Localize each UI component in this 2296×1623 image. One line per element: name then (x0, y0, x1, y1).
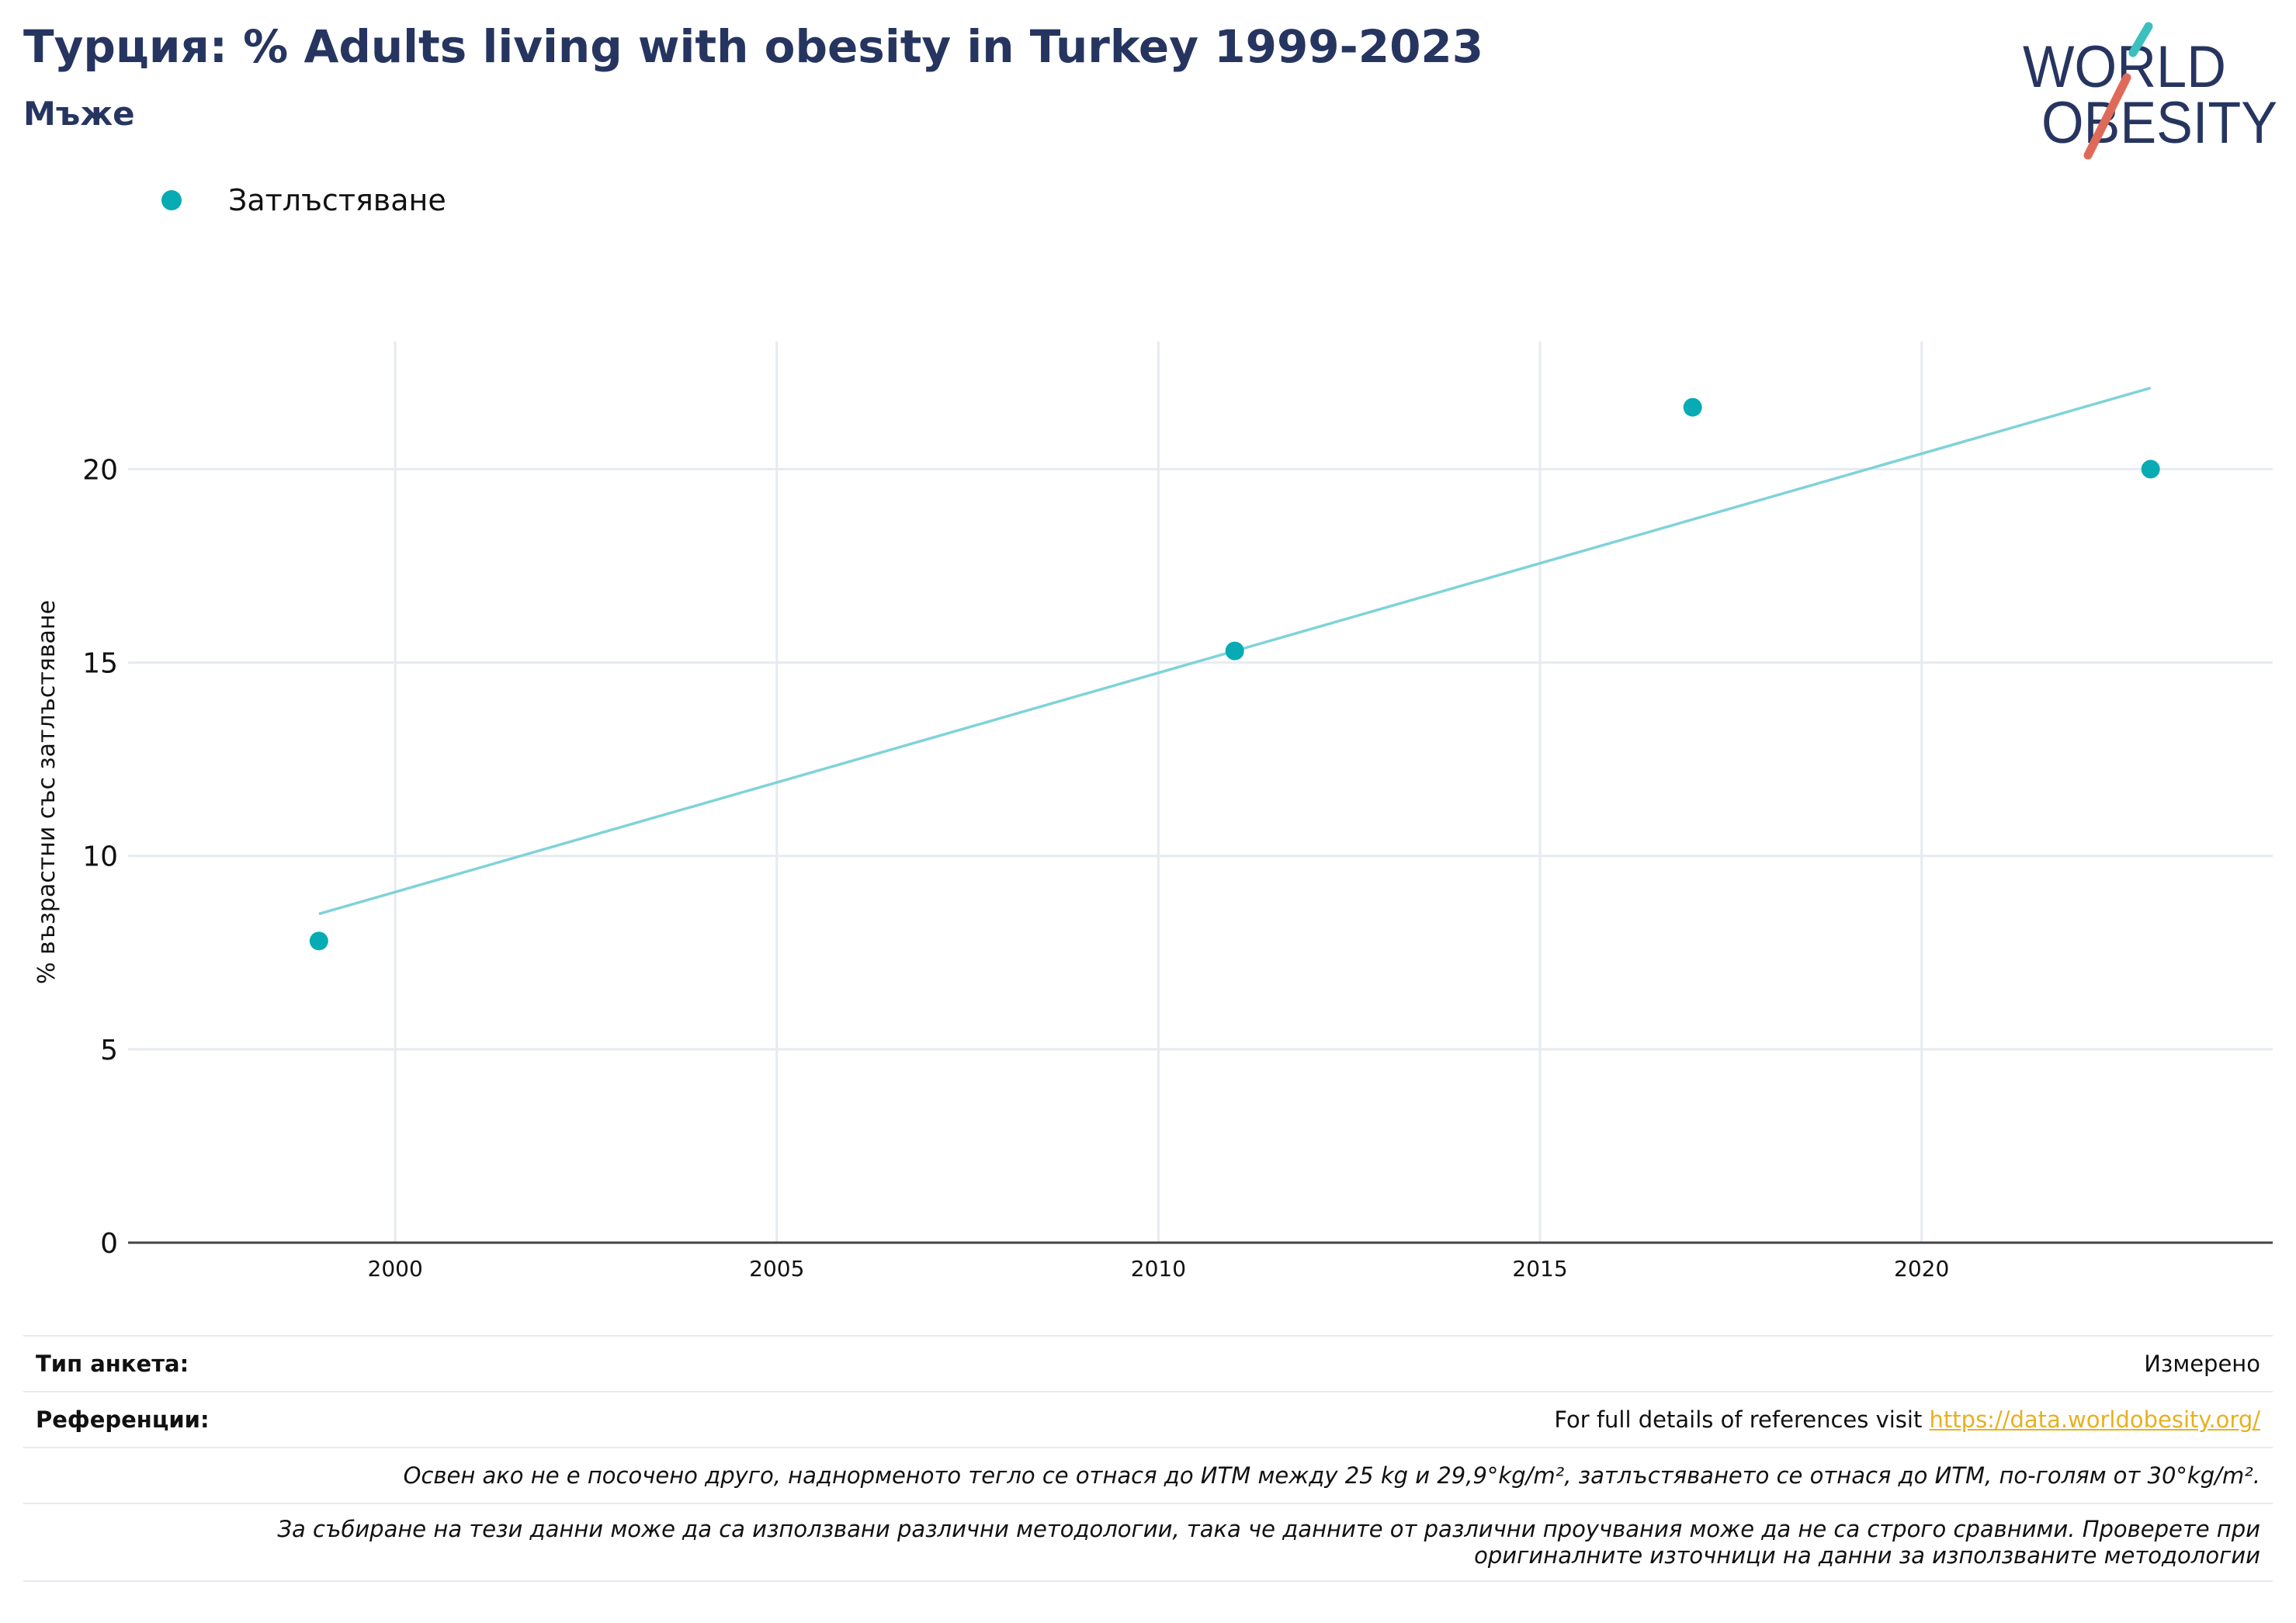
logo-word-obesity: OBESITY (2041, 90, 2277, 156)
data-points (309, 397, 2160, 951)
y-tick-label: 20 (82, 454, 118, 486)
obesity-chart: 0 5 10 15 20 2000 2005 2010 2015 2020 % възрастн… (33, 342, 2273, 1281)
definition-note: Освен ако не е посочено друго, наднормен… (403, 1462, 2260, 1489)
y-tick-label: 5 (100, 1035, 118, 1066)
references-label: Референции: (36, 1406, 210, 1433)
survey-type-row: Тип анкета: Измерено (23, 1335, 2273, 1391)
x-tick-label: 2010 (1131, 1256, 1186, 1281)
x-tick-labels: 2000 2005 2010 2015 2020 (368, 1256, 1950, 1281)
data-point (1225, 641, 1244, 661)
page-title: Турция: % Adults living with obesity in … (23, 20, 1484, 73)
data-point (309, 931, 328, 951)
y-tick-labels: 0 5 10 15 20 (82, 454, 118, 1260)
chart-legend: Затлъстяване (161, 183, 446, 217)
data-point (2141, 460, 2160, 479)
x-tick-label: 2000 (368, 1256, 423, 1281)
references-text: For full details of references visit (1554, 1406, 1930, 1433)
world-obesity-logo: WORLD OBESITY (2023, 22, 2277, 160)
survey-type-label: Тип анкета: (36, 1351, 189, 1377)
methodology-note-line2: оригиналните източници на данни за изпол… (1474, 1542, 2260, 1569)
methodology-note-row: За събиране на тези данни може да са изп… (23, 1503, 2273, 1582)
chart-grid (128, 342, 2273, 1243)
definition-note-row: Освен ако не е посочено друго, наднормен… (23, 1447, 2273, 1503)
legend-marker-icon (161, 190, 182, 210)
page-subtitle: Мъже (23, 95, 135, 133)
references-value: For full details of references visit htt… (1554, 1406, 2260, 1433)
data-point (1683, 397, 1702, 417)
y-tick-label: 15 (82, 648, 118, 680)
methodology-note: За събиране на тези данни може да са изп… (36, 1516, 2260, 1569)
y-tick-label: 10 (82, 841, 118, 873)
chart-footer: Тип анкета: Измерено Референции: For ful… (23, 1335, 2273, 1582)
methodology-note-line1: За събиране на тези данни може да са изп… (277, 1516, 2260, 1542)
references-link[interactable]: https://data.worldobesity.org/ (1929, 1406, 2260, 1433)
legend-label: Затлъстяване (228, 183, 446, 217)
survey-type-value: Измерено (2144, 1351, 2260, 1377)
x-tick-label: 2015 (1512, 1256, 1567, 1281)
logo-slash-teal (2128, 22, 2153, 57)
references-row: Референции: For full details of referenc… (23, 1391, 2273, 1447)
y-axis-label: % възрастни със затлъстяване (33, 600, 61, 984)
y-tick-label: 0 (100, 1228, 118, 1260)
x-tick-label: 2020 (1894, 1256, 1949, 1281)
x-tick-label: 2005 (749, 1256, 804, 1281)
logo-slash-red (2083, 73, 2131, 160)
